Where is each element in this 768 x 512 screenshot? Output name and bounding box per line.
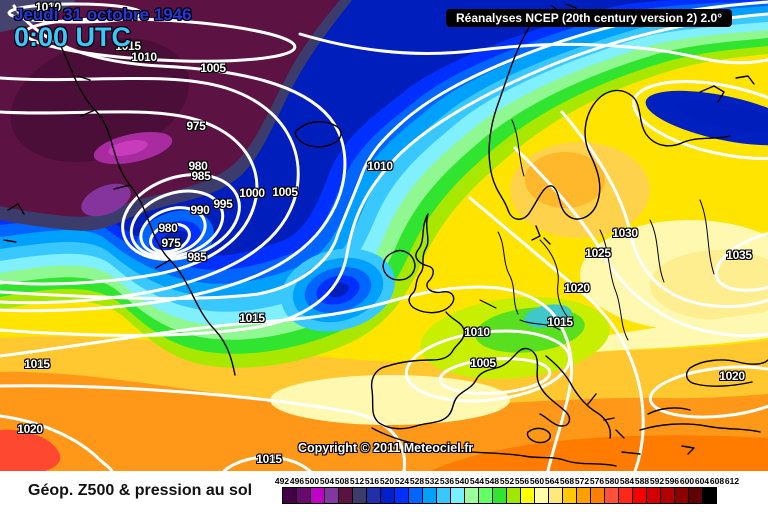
legend-tick: 516 <box>364 476 380 486</box>
legend-cell <box>324 487 339 504</box>
legend-cell <box>478 487 493 504</box>
legend-tick: 560 <box>529 476 545 486</box>
weather-map-canvas: 1010 1015 1010 1005 975 980 985 995 1000 1005 990 9… <box>0 0 768 471</box>
legend-tick: 504 <box>319 476 335 486</box>
map-date: Jeudi 31 octobre 1946 <box>14 5 192 24</box>
legend-cell <box>646 487 661 504</box>
legend-cell <box>422 487 437 504</box>
footer-band: Géop. Z500 & pression au sol 492 496 500 50… <box>0 471 768 512</box>
legend-cell <box>562 487 577 504</box>
legend-cells <box>282 487 717 504</box>
legend-cell <box>520 487 535 504</box>
legend-tick: 608 <box>709 476 725 486</box>
legend-tick: 596 <box>664 476 680 486</box>
legend-cell <box>310 487 325 504</box>
legend-tick: 564 <box>544 476 560 486</box>
legend-cell <box>604 487 619 504</box>
legend-cell <box>296 487 311 504</box>
legend-cell <box>380 487 395 504</box>
legend-tick: 540 <box>454 476 470 486</box>
legend-tick: 532 <box>424 476 440 486</box>
legend-cell <box>688 487 703 504</box>
legend-cell <box>408 487 423 504</box>
legend-cell <box>660 487 675 504</box>
legend-tick: 500 <box>304 476 320 486</box>
legend-tick: 524 <box>394 476 410 486</box>
legend-cell <box>352 487 367 504</box>
legend-cell <box>590 487 605 504</box>
legend-cell <box>366 487 381 504</box>
legend-tick: 528 <box>409 476 425 486</box>
legend-cell <box>506 487 521 504</box>
isobar-lines-layer <box>0 0 768 471</box>
legend-cell <box>674 487 689 504</box>
map-title-badge: Réanalyses NCEP (20th century version 2)… <box>446 9 733 27</box>
legend-tick: 568 <box>559 476 575 486</box>
legend-tick: 552 <box>499 476 515 486</box>
coastlines-layer <box>3 3 768 467</box>
legend-tick: 508 <box>334 476 350 486</box>
legend-tick: 588 <box>634 476 650 486</box>
copyright-text: Copyright © 2011 Meteociel.fr <box>298 441 474 455</box>
legend-tick: 572 <box>574 476 590 486</box>
legend-cell <box>702 487 717 504</box>
legend-tick: 536 <box>439 476 455 486</box>
legend-scale: 492 496 500 504 508 512 516 520 524 528 532 536 540 5… <box>275 476 752 508</box>
legend-ticks: 492 496 500 504 508 512 516 520 524 528 532 536 540 5… <box>275 476 748 486</box>
legend-cell <box>464 487 479 504</box>
legend-cell <box>436 487 451 504</box>
legend-tick: 600 <box>679 476 695 486</box>
parameter-label: Géop. Z500 & pression au sol <box>28 482 253 499</box>
legend-tick: 612 <box>724 476 740 486</box>
legend-cell <box>618 487 633 504</box>
legend-tick: 576 <box>589 476 605 486</box>
legend-tick: 544 <box>469 476 485 486</box>
legend-cell <box>534 487 549 504</box>
legend-cell <box>576 487 591 504</box>
legend-cell <box>632 487 647 504</box>
legend-cell <box>394 487 409 504</box>
legend-tick: 592 <box>649 476 665 486</box>
legend-tick: 512 <box>349 476 365 486</box>
legend-tick: 556 <box>514 476 530 486</box>
legend-cell <box>548 487 563 504</box>
legend-tick: 584 <box>619 476 635 486</box>
legend-tick: 496 <box>289 476 305 486</box>
legend-cell <box>338 487 353 504</box>
legend-tick: 520 <box>379 476 395 486</box>
map-run-time: 0:00 UTC <box>14 22 132 52</box>
legend-tick: 580 <box>604 476 620 486</box>
color-field-layer <box>0 0 768 471</box>
legend-cell <box>492 487 507 504</box>
legend-cell <box>450 487 465 504</box>
legend-tick: 548 <box>484 476 500 486</box>
legend-tick: 604 <box>694 476 710 486</box>
legend-cell <box>282 487 297 504</box>
legend-tick: 492 <box>274 476 290 486</box>
map-graphics <box>0 0 768 471</box>
